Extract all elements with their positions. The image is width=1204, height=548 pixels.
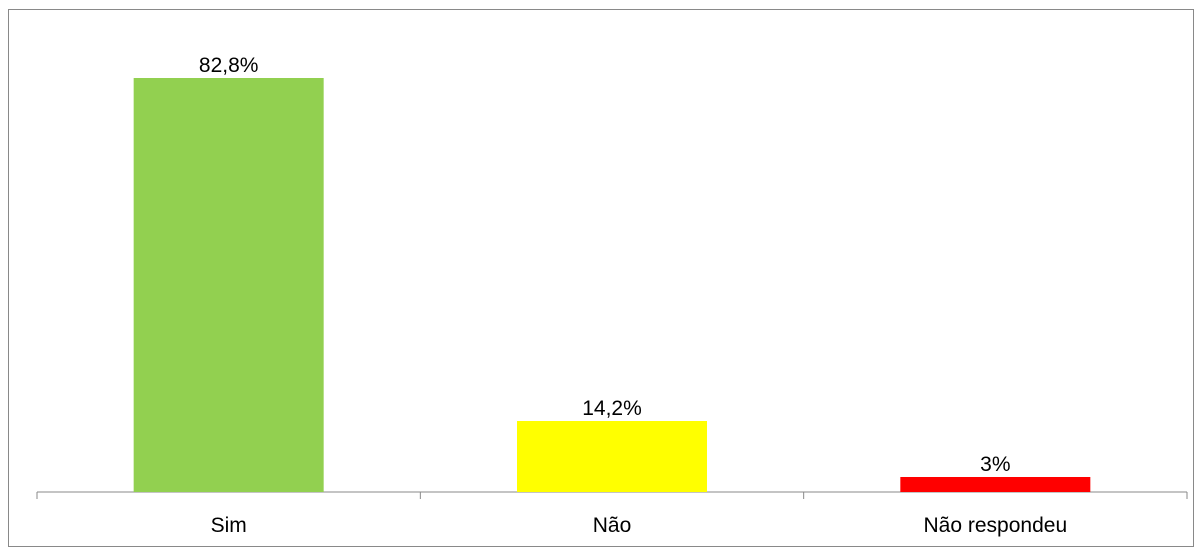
- data-label-2: 14,2%: [582, 397, 642, 420]
- bar-2: [517, 421, 707, 492]
- data-label-3: 3%: [980, 453, 1010, 476]
- x-tick-label-1: Sim: [211, 514, 247, 537]
- x-tick-label-2: Não: [593, 514, 632, 537]
- x-tick-label-3: Não respondeu: [924, 514, 1068, 537]
- data-label-1: 82,8%: [199, 54, 259, 77]
- bar-1: [133, 78, 324, 492]
- bar-3: [900, 477, 1091, 492]
